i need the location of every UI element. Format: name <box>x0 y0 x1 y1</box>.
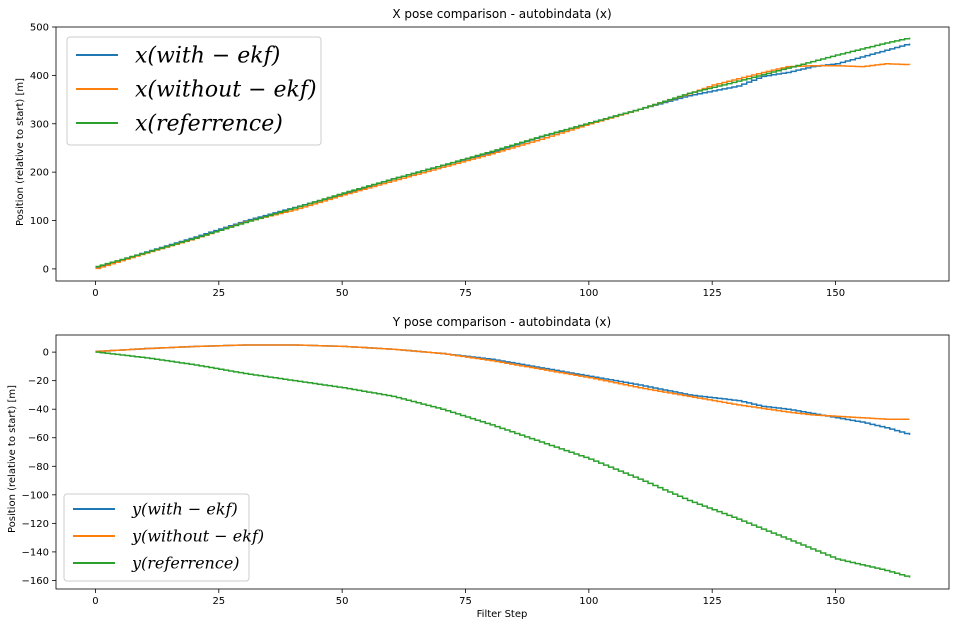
x-tick-label: 75 <box>459 596 472 607</box>
y-tick-label: 300 <box>30 119 49 130</box>
y-tick-label: 0 <box>43 264 49 275</box>
legend-label-1: x(without − ekf) <box>135 78 317 103</box>
y-tick-label: 500 <box>30 23 49 34</box>
legend: x(with − ekf) x(without − ekf) x(referrenc… <box>66 36 322 146</box>
series-line-y-2 <box>95 351 911 578</box>
y-tick-label: −160 <box>22 576 49 587</box>
x-tick-label: 100 <box>579 596 598 607</box>
x-tick-label: 100 <box>579 288 598 299</box>
axes-frame <box>55 334 950 590</box>
x-tick-label: 125 <box>703 288 722 299</box>
y-tick-label: 0 <box>43 348 49 359</box>
legend: y(with − ekf) y(without − ekf) y(referrenc… <box>63 493 264 582</box>
x-tick-label: 75 <box>459 288 472 299</box>
legend-label-1: y(without − ekf) <box>131 527 264 546</box>
x-tick-label: 150 <box>826 288 845 299</box>
x-tick-label: 50 <box>336 596 349 607</box>
x-tick-label: 0 <box>92 288 98 299</box>
y-subplot-ylabel: Position (relative to start) [m] <box>7 385 18 533</box>
x-subplot-plot-area: 0 25 50 75 100 125 150 0 100 200 300 400 500 x(with −… <box>30 23 950 299</box>
series-line-y-1 <box>95 344 910 420</box>
y-tick-label: 200 <box>30 168 49 179</box>
legend-label-0: x(with − ekf) <box>135 44 280 69</box>
x-tick-label: 0 <box>92 596 98 607</box>
y-tick-label: −20 <box>28 376 49 387</box>
legend-box <box>63 493 250 582</box>
x-tick-label: 150 <box>826 596 845 607</box>
y-tick-label: −120 <box>22 519 49 530</box>
y-tick-label: −60 <box>28 433 49 444</box>
y-tick-label: −100 <box>22 490 49 501</box>
y-tick-label: −140 <box>22 547 49 558</box>
x-tick-label: 25 <box>212 288 225 299</box>
axes-frame <box>55 26 950 282</box>
legend-label-2: y(referrence) <box>131 554 240 573</box>
y-subplot-plot-area: 0 25 50 75 100 125 150 0 −20 −40 −60 −80 −100 −120 −14… <box>22 334 950 607</box>
y-subplot-title: Y pose comparison - autobindata (x) <box>392 315 611 329</box>
y-tick-label: 400 <box>30 71 49 82</box>
y-pose-subplot: Y pose comparison - autobindata (x) Posi… <box>7 315 950 620</box>
series-line-x-2 <box>95 37 911 268</box>
x-tick-label: 50 <box>336 288 349 299</box>
y-tick-label: −40 <box>28 405 49 416</box>
legend-label-0: y(with − ekf) <box>131 500 238 519</box>
y-tick-label: −80 <box>28 462 49 473</box>
x-subplot-title: X pose comparison - autobindata (x) <box>392 7 611 21</box>
x-pose-subplot: X pose comparison - autobindata (x) Posi… <box>15 7 950 299</box>
x-tick-label: 25 <box>212 596 225 607</box>
x-tick-label: 125 <box>703 596 722 607</box>
y-tick-label: 100 <box>30 216 49 227</box>
legend-label-2: x(referrence) <box>135 112 283 137</box>
y-subplot-xlabel: Filter Step <box>477 609 528 620</box>
legend-box <box>66 36 322 146</box>
x-subplot-ylabel: Position (relative to start) [m] <box>15 78 26 226</box>
